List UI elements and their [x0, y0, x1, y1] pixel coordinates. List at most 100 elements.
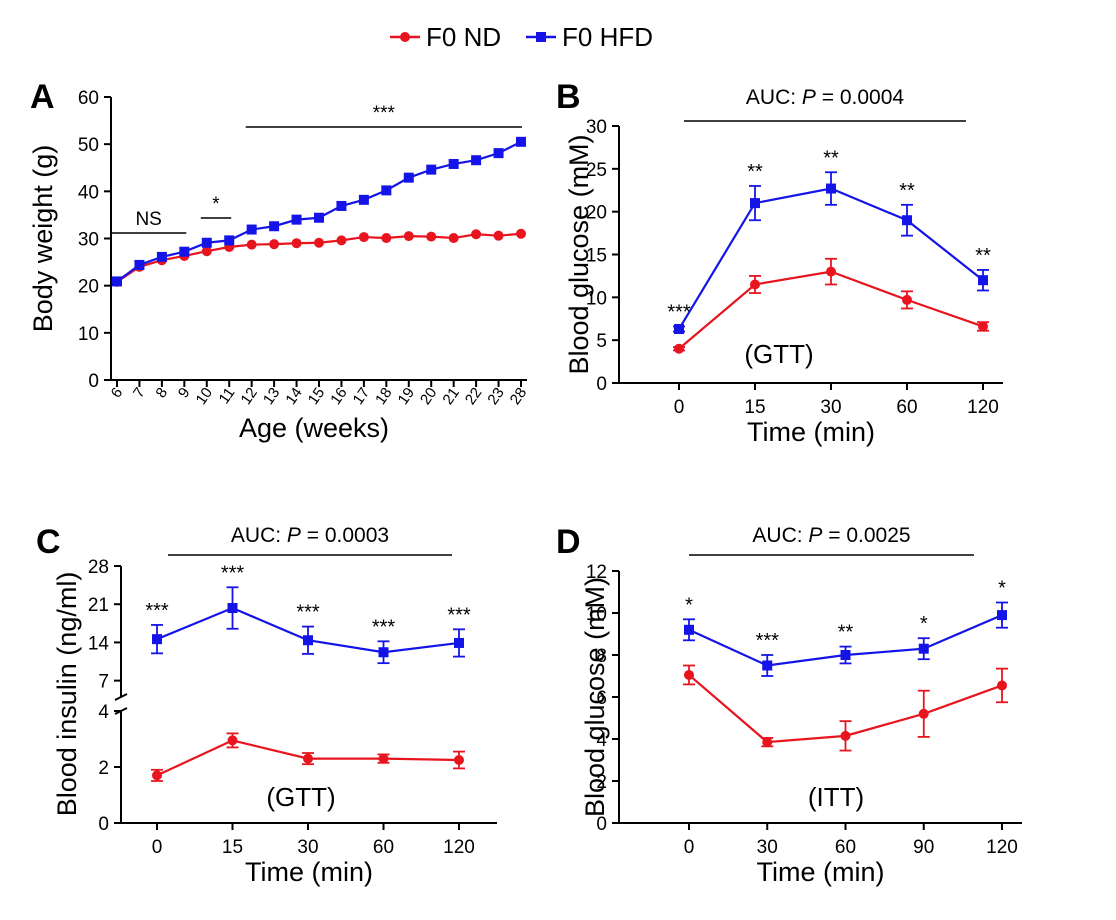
data-point-hfd [246, 224, 257, 235]
y-tick-label: 60 [78, 88, 99, 109]
panel-letter: D [556, 523, 581, 561]
data-point-nd [227, 735, 238, 746]
data-point-hfd [674, 324, 684, 335]
y-tick-label: 10 [78, 324, 99, 345]
data-point-hfd [358, 194, 369, 205]
x-tick-label: 11 [216, 385, 239, 408]
data-point-nd [403, 231, 414, 242]
data-point-nd [762, 737, 773, 748]
data-point-hfd [471, 155, 482, 166]
data-point-hfd [426, 164, 437, 175]
significance-label: * [212, 194, 220, 215]
data-point-hfd [918, 643, 929, 654]
x-tick-label: 120 [443, 837, 475, 858]
data-point-nd [493, 230, 504, 241]
y-tick-label: 4 [596, 730, 607, 751]
y-tick-label: 2 [596, 772, 607, 793]
data-point-hfd [902, 215, 912, 226]
y-tick-label: 21 [88, 595, 109, 616]
y-axis-label: Blood glucose (mM) [580, 577, 610, 817]
test-annotation: (GTT) [266, 782, 335, 812]
data-point-hfd [201, 237, 212, 248]
x-axis-label: Time (min) [757, 857, 885, 887]
significance-star: ** [823, 147, 839, 169]
data-point-hfd [227, 603, 238, 614]
data-point-nd [978, 321, 988, 332]
y-tick-label: 10 [586, 288, 607, 309]
data-point-hfd [291, 214, 302, 225]
legend-label-1: F0 HFD [562, 22, 653, 52]
y-axis-label: Blood insulin (ng/ml) [52, 572, 82, 817]
x-tick-label: 13 [260, 385, 283, 408]
data-point-nd [291, 238, 302, 249]
data-point-nd [269, 239, 280, 250]
data-point-nd [840, 730, 851, 741]
y-tick-label: 12 [586, 562, 607, 583]
data-point-nd [303, 753, 313, 764]
x-tick-label: 60 [896, 397, 917, 418]
auc-p: P [287, 524, 301, 547]
data-point-nd [246, 239, 257, 250]
x-tick-label: 120 [986, 837, 1018, 858]
data-point-hfd [314, 212, 324, 223]
data-point-hfd [762, 660, 773, 671]
y-tick-label: 30 [78, 230, 99, 251]
x-tick-label: 30 [820, 397, 841, 418]
data-point-nd [448, 233, 459, 244]
significance-star: * [685, 594, 693, 616]
legend-marker-0 [400, 32, 410, 42]
data-point-hfd [684, 624, 694, 635]
x-tick-label: 12 [237, 385, 260, 408]
significance-label: NS [135, 209, 161, 230]
x-tick-label: 60 [835, 837, 856, 858]
x-tick-label: 20 [417, 385, 440, 408]
significance-star: *** [447, 604, 471, 626]
significance-star: ** [747, 161, 763, 183]
data-point-hfd [826, 183, 836, 194]
significance-star: *** [756, 630, 780, 652]
x-axis-label: Time (min) [747, 417, 875, 447]
x-tick-label: 21 [439, 385, 462, 408]
x-tick-label: 0 [674, 397, 685, 418]
data-point-nd [201, 246, 212, 257]
series-line-hfd [116, 140, 522, 283]
legend-marker-1 [536, 32, 546, 42]
x-tick-label: 7 [130, 385, 149, 402]
y-tick-label: 20 [78, 277, 99, 298]
legend: F0 ND F0 HFD [390, 22, 653, 52]
test-annotation: (ITT) [808, 782, 864, 812]
data-point-hfd [454, 637, 464, 648]
y-axis-label: Body weight (g) [28, 145, 58, 333]
x-tick-label: 120 [967, 397, 999, 418]
x-tick-label: 0 [152, 837, 163, 858]
x-tick-label: 15 [744, 397, 765, 418]
data-point-nd [426, 231, 437, 242]
test-annotation: (GTT) [744, 339, 813, 369]
data-point-nd [918, 708, 929, 719]
y-tick-label: 10 [586, 604, 607, 625]
y-tick-label: 0 [88, 371, 99, 392]
auc-prefix: AUC: [231, 524, 287, 547]
significance-star: *** [372, 616, 396, 638]
y-tick-label: 20 [586, 203, 607, 224]
data-point-hfd [378, 647, 389, 658]
y-tick-label: 6 [596, 688, 607, 709]
x-tick-label: 28 [507, 385, 530, 408]
data-point-nd [358, 232, 369, 243]
data-point-hfd [448, 158, 459, 169]
data-point-nd [516, 228, 526, 239]
data-point-nd [902, 294, 912, 305]
significance-star: *** [221, 562, 245, 584]
y-tick-label: 7 [98, 672, 109, 693]
x-tick-label: 19 [395, 385, 418, 408]
y-tick-label: 15 [586, 246, 607, 267]
panel-letter: A [30, 78, 55, 116]
significance-star: ** [838, 622, 854, 644]
panel-c: C 0 2 4 7 14 21 28 0 15 30 60 120 Time (min) Blood ins… [36, 523, 497, 887]
data-point-nd [152, 770, 162, 781]
significance-star: *** [296, 602, 320, 624]
auc-prefix: AUC: [752, 524, 808, 547]
auc-prefix: AUC: [746, 86, 802, 109]
significance-star: ** [975, 245, 991, 267]
x-tick-label: 16 [327, 385, 350, 408]
